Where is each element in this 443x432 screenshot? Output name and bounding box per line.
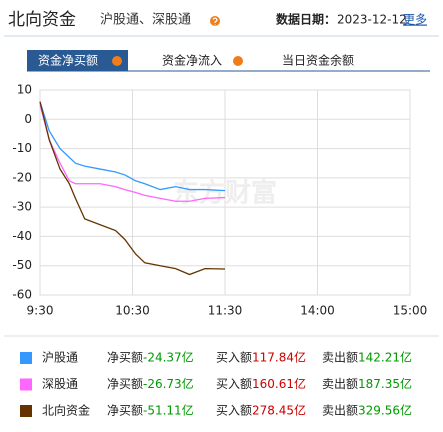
y-tick-label: 10 — [17, 83, 32, 97]
buy-value: 278.45亿 — [252, 403, 306, 418]
buy-label: 买入额 — [216, 377, 252, 391]
net-value: -51.11亿 — [143, 403, 194, 418]
legend-label: 深股通 — [42, 377, 78, 391]
buy-value: 160.61亿 — [252, 376, 306, 391]
legend-swatch — [20, 405, 32, 417]
sell-label: 卖出额 — [322, 404, 358, 418]
help-glyph — [212, 17, 218, 26]
help-icon[interactable] — [210, 16, 220, 26]
y-tick-label: -50 — [12, 258, 32, 272]
x-tick-label: 11:30 — [208, 304, 243, 318]
date-label: 数据日期： — [276, 12, 336, 27]
net-value: -26.73亿 — [143, 376, 194, 391]
buy-value: 117.84亿 — [252, 350, 306, 365]
series-line — [39, 101, 226, 276]
sell-value: 329.56亿 — [358, 403, 412, 418]
y-tick-label: -40 — [12, 229, 32, 243]
x-tick-label: 9:30 — [27, 304, 54, 318]
tab[interactable]: 当日资金余额 — [282, 53, 354, 68]
sell-label: 卖出额 — [322, 351, 358, 365]
y-tick-label: -30 — [12, 200, 32, 214]
y-tick-label: 0 — [24, 112, 32, 126]
sell-value: 142.21亿 — [358, 350, 412, 365]
series-line — [39, 101, 226, 192]
net-label: 净买额 — [107, 351, 143, 365]
title: 北向资金 — [8, 10, 76, 30]
y-tick-label: -60 — [12, 288, 32, 302]
x-tick-label: 10:30 — [115, 304, 150, 318]
y-tick-label: -10 — [12, 141, 32, 155]
help-icon[interactable] — [112, 56, 122, 66]
sell-label: 卖出额 — [322, 377, 358, 391]
tab[interactable]: 资金净买额 — [38, 53, 98, 68]
more-link[interactable]: 更多 — [403, 13, 427, 27]
net-label: 净买额 — [107, 377, 143, 391]
legend-label: 沪股通 — [42, 351, 78, 365]
subtitle: 沪股通、深股通 — [100, 12, 191, 28]
date: 2023-12-12 — [337, 13, 407, 27]
buy-label: 买入额 — [216, 351, 252, 365]
buy-label: 买入额 — [216, 404, 252, 418]
series-line — [39, 104, 226, 202]
legend-label: 北向资金 — [42, 403, 90, 418]
x-tick-label: 14:00 — [300, 304, 335, 318]
legend-swatch — [20, 352, 32, 364]
active-tab[interactable] — [27, 50, 128, 71]
net-label: 净买额 — [107, 404, 143, 418]
legend-swatch — [20, 378, 32, 391]
help-icon[interactable] — [233, 56, 243, 66]
y-tick-label: -20 — [12, 170, 32, 184]
tab[interactable]: 资金净流入 — [162, 53, 222, 68]
sell-value: 187.35亿 — [358, 376, 412, 391]
net-value: -24.37亿 — [143, 350, 194, 365]
x-tick-label: 15:00 — [393, 304, 428, 318]
